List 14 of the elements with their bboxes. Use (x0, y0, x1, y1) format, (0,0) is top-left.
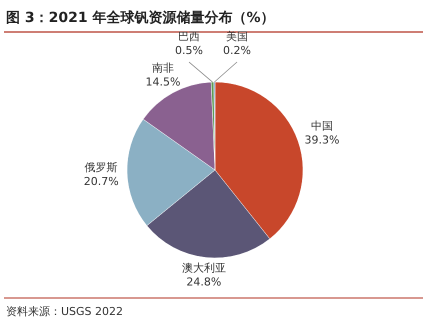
chart-title: 图 3：2021 年全球钒资源储量分布（%） (6, 10, 274, 26)
slice-label: 中国 (310, 120, 333, 133)
data-label: 39.3% (304, 134, 340, 147)
data-label: 20.7% (84, 174, 119, 188)
slice-label: 俄罗斯 (84, 160, 118, 174)
slice-label: 南非 (152, 62, 174, 75)
data-label: 0.2% (223, 44, 252, 57)
data-label: 14.5% (145, 76, 180, 89)
slice-label: 巴西 (178, 30, 200, 44)
text: 资料来源：USGS 2022 (6, 305, 124, 318)
data-label: 0.5% (175, 44, 204, 58)
slice-label: 美国 (226, 30, 248, 43)
slice-label: 澳大利亚 (182, 261, 226, 274)
data-label: 24.8% (186, 275, 222, 288)
